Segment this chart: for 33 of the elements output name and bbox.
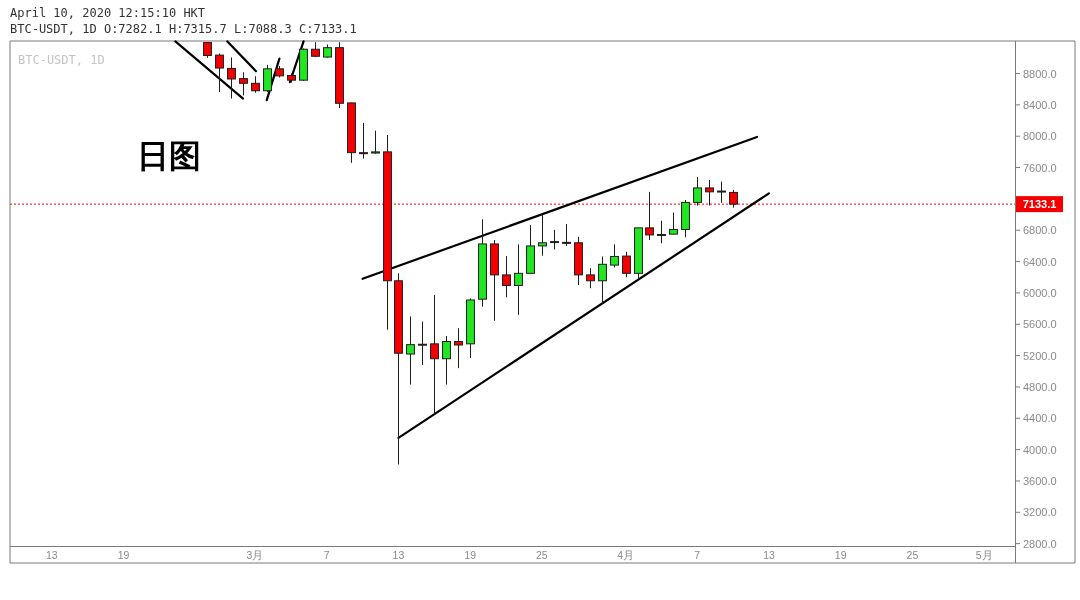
x-tick-label: 13 (392, 549, 405, 561)
x-tick-label: 19 (834, 549, 847, 561)
ref-line-label: 7133.1 (1022, 198, 1057, 211)
x-tick-label: 7 (694, 549, 701, 561)
y-tick-label: 3200.0 (1023, 506, 1057, 519)
x-tick-label: 19 (464, 549, 477, 561)
y-tick-label: 3600.0 (1023, 474, 1057, 487)
y-tick-label: 8000.0 (1023, 130, 1057, 143)
annotation: BTC-USDT, 1D (18, 53, 105, 67)
y-tick-label: 6400.0 (1023, 255, 1057, 268)
y-tick-label: 4400.0 (1023, 412, 1057, 425)
y-tick-label: 4800.0 (1023, 380, 1057, 393)
x-tick-label: 19 (117, 549, 130, 561)
y-tick-label: 5200.0 (1023, 349, 1057, 362)
x-tick-label: 13 (45, 549, 58, 561)
x-tick-label: 3月 (246, 549, 264, 561)
x-tick-label: 25 (536, 549, 548, 561)
x-tick-label: 7 (323, 549, 330, 561)
annotation: 日图 (137, 137, 201, 175)
x-tick-label: 25 (906, 549, 919, 561)
y-tick-label: 8400.0 (1023, 98, 1057, 111)
y-tick-label: 2800.0 (1023, 537, 1057, 550)
y-tick-label: 6800.0 (1023, 224, 1057, 237)
x-tick-label: 5月 (975, 549, 993, 561)
y-tick-label: 6000.0 (1023, 286, 1057, 299)
y-tick-label: 7600.0 (1023, 161, 1057, 174)
x-tick-label: 13 (763, 549, 775, 561)
y-tick-label: 5600.0 (1023, 318, 1057, 331)
x-tick-label: 4月 (617, 549, 634, 561)
y-tick-label: 8800.0 (1023, 67, 1057, 80)
y-tick-label: 4000.0 (1023, 443, 1057, 456)
text: April 10, 2020 12:15:10 HKT (10, 6, 206, 20)
chart-title: BTC-USDT, 1D O:7282.1 H:7315.7 L:7088.3 C:7133.1 (10, 22, 357, 36)
